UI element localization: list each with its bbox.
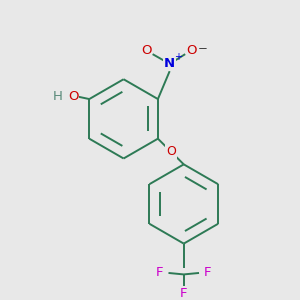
Text: O: O [186, 44, 197, 57]
Text: −: − [198, 42, 208, 56]
Text: F: F [180, 287, 188, 300]
Text: +: + [174, 52, 182, 62]
Text: N: N [164, 57, 175, 70]
Text: F: F [156, 266, 164, 280]
Text: O: O [166, 145, 176, 158]
Text: O: O [68, 90, 78, 103]
Text: H: H [53, 90, 63, 103]
Text: O: O [141, 44, 152, 57]
Text: F: F [204, 266, 212, 280]
